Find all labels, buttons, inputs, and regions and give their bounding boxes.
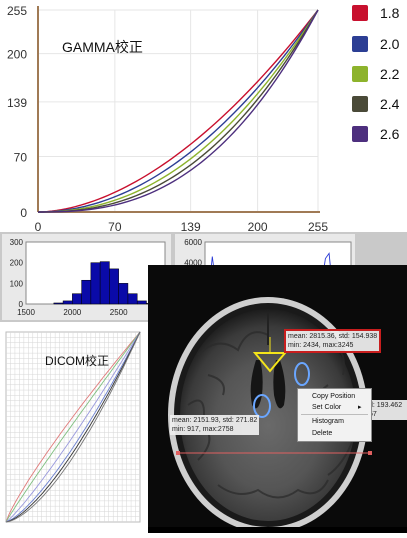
brain-tissue: [180, 309, 356, 521]
dicom-curve: [5, 331, 141, 523]
menu-item-copy-position[interactable]: Copy Position: [312, 393, 356, 400]
dicom-section: DICOM校正: [0, 322, 148, 533]
legend-label: 2.0: [380, 36, 400, 52]
dicom-curve: [5, 331, 141, 523]
histogram-bar: [90, 262, 101, 305]
legend-swatch: [352, 5, 368, 21]
menu-separator: [301, 414, 368, 415]
dicom-curve: [5, 331, 141, 523]
histogram-chart: 30020010001500200025003000: [10, 238, 175, 317]
legend-label: 2.6: [380, 126, 400, 142]
menu-item-delete[interactable]: Delete: [312, 430, 333, 437]
mri-brain-image[interactable]: [148, 265, 407, 533]
menu-item-histogram[interactable]: Histogram: [312, 418, 344, 425]
y-tick-label: 0: [20, 206, 27, 220]
roi-ellipse-right[interactable]: [294, 362, 310, 386]
profile-y-tick: 6000: [184, 238, 202, 247]
hist-y-tick: 0: [19, 300, 24, 309]
roi-stats-line: 67: [369, 411, 377, 418]
gamma-curve-2-6: [38, 9, 319, 213]
legend-swatch: [352, 66, 368, 82]
histogram-bar: [127, 293, 138, 305]
x-tick-label: 0: [35, 220, 42, 232]
legend-item-1-8: 1.8: [352, 3, 407, 25]
right-ventricle: [273, 360, 286, 409]
dicom-calibration-chart: [5, 331, 141, 523]
histogram-bar: [53, 302, 64, 305]
hist-x-tick: 1500: [17, 308, 35, 317]
context-menu: Copy Position Set Color ▸ Histogram Dele…: [297, 388, 372, 442]
gamma-section: 255 200 139 70 0 0 70 139 200 255 GAMMA校正 1.8 2.0…: [0, 0, 407, 232]
hist-y-tick: 200: [10, 259, 24, 268]
legend-item-2-0: 2.0: [352, 34, 407, 56]
measurement-handle-left[interactable]: [176, 451, 180, 455]
histogram-bar: [109, 268, 119, 305]
roi-stats-line: mean: 2815.36, std: 154.938: [288, 333, 378, 340]
x-tick-label: 70: [108, 220, 122, 232]
dicom-curve: [5, 331, 141, 523]
y-tick-label: 139: [7, 96, 27, 110]
roi-ellipse-left[interactable]: [253, 394, 271, 418]
legend-item-2-6: 2.6: [352, 124, 407, 146]
x-tick-label: 200: [248, 220, 268, 232]
gamma-curve-2-0: [37, 9, 319, 213]
legend-swatch: [352, 126, 368, 142]
dicom-curve: [5, 331, 141, 523]
x-tick-label: 139: [181, 220, 201, 232]
viewer-bottom-edge: [148, 527, 407, 533]
hist-x-tick: 2000: [63, 308, 81, 317]
gamma-chart: 255 200 139 70 00 70 139 200 255: [7, 4, 328, 232]
histogram-bar: [99, 261, 110, 305]
roi-stats-right[interactable]: d: 193.462 67: [367, 400, 407, 420]
roi-stats-line: min: 2434, max:3245: [288, 342, 354, 349]
histogram-bar: [118, 283, 129, 305]
profile-y-tick: 4000: [184, 259, 202, 268]
roi-stats-triangle[interactable]: mean: 2815.36, std: 154.938 min: 2434, m…: [284, 329, 382, 353]
y-tick-label: 70: [14, 151, 28, 165]
legend-swatch: [352, 36, 368, 52]
submenu-arrow-icon: ▸: [358, 404, 362, 411]
mri-viewer[interactable]: mean: 2815.36, std: 154.938 min: 2434, m…: [148, 265, 407, 533]
y-tick-label: 200: [7, 48, 27, 62]
roi-stats-line: mean: 2151.93, std: 271.82: [172, 417, 258, 424]
dicom-title: DICOM校正: [45, 354, 109, 368]
hist-y-tick: 100: [10, 279, 24, 288]
gamma-title: GAMMA校正: [62, 39, 143, 55]
menu-item-set-color[interactable]: Set Color: [312, 404, 342, 411]
roi-stats-line: min: 917, max:2758: [172, 426, 234, 433]
gamma-curve-2-4: [37, 9, 319, 213]
legend-swatch: [352, 96, 368, 112]
legend-item-2-2: 2.2: [352, 64, 407, 86]
hist-y-tick: 300: [10, 238, 24, 247]
dicom-curve: [5, 331, 141, 523]
histogram-bar: [62, 300, 73, 305]
gamma-curve-2-2: [37, 9, 319, 213]
gamma-curve-1-8: [37, 9, 319, 213]
y-tick-label: 255: [7, 4, 27, 18]
hist-x-tick: 2500: [110, 308, 128, 317]
legend-label: 2.4: [380, 96, 400, 112]
roi-stats-left[interactable]: mean: 2151.93, std: 271.82 min: 917, max…: [170, 415, 260, 435]
legend-item-2-4: 2.4: [352, 94, 407, 116]
roi-stats-line: d: 193.462: [369, 402, 403, 409]
histogram-bar: [136, 300, 147, 305]
measurement-handle-right[interactable]: [368, 451, 372, 455]
histogram-bar: [72, 293, 82, 305]
histogram-bar: [81, 279, 92, 305]
histogram-panel: 30020010001500200025003000: [2, 234, 175, 320]
legend-label: 2.2: [380, 66, 400, 82]
x-tick-label: 255: [308, 220, 328, 232]
legend-label: 1.8: [380, 5, 400, 21]
